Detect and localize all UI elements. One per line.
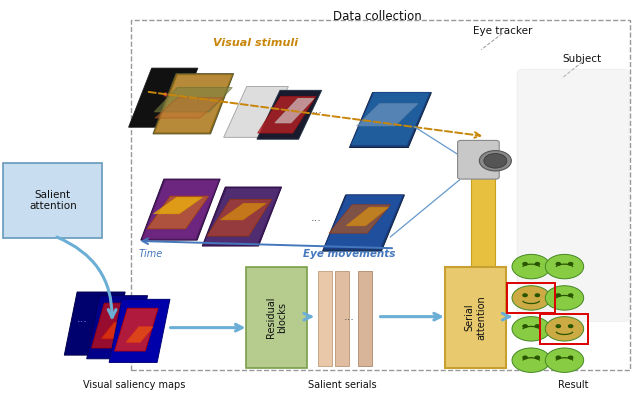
Polygon shape [115, 309, 158, 351]
Text: Result: Result [557, 380, 588, 389]
Circle shape [523, 356, 527, 359]
Polygon shape [141, 179, 220, 240]
FancyBboxPatch shape [445, 267, 506, 368]
Text: Salient
attention: Salient attention [29, 190, 77, 211]
Circle shape [568, 325, 573, 328]
Text: ...: ... [77, 315, 87, 324]
Text: Serial
attention: Serial attention [465, 295, 486, 340]
Bar [507, 282, 555, 313]
Circle shape [535, 325, 540, 328]
Circle shape [568, 294, 573, 297]
Text: Salient serials: Salient serials [308, 380, 377, 389]
Text: Residual
blocks: Residual blocks [266, 297, 287, 338]
Text: Data collection: Data collection [333, 10, 422, 23]
Polygon shape [129, 68, 198, 127]
Text: ...: ... [311, 213, 321, 223]
Polygon shape [86, 295, 148, 359]
Polygon shape [329, 205, 390, 233]
Circle shape [512, 286, 550, 310]
Circle shape [523, 325, 527, 328]
Polygon shape [207, 199, 272, 236]
Polygon shape [324, 195, 403, 249]
Text: Time: Time [477, 158, 501, 168]
Polygon shape [224, 87, 288, 138]
Polygon shape [204, 188, 280, 245]
FancyBboxPatch shape [458, 140, 499, 179]
Text: Eye movements: Eye movements [303, 249, 395, 259]
FancyBboxPatch shape [517, 69, 629, 322]
Polygon shape [349, 93, 431, 148]
Polygon shape [101, 322, 131, 339]
Polygon shape [257, 96, 316, 133]
Polygon shape [154, 197, 202, 214]
Polygon shape [351, 92, 430, 145]
Text: Time: Time [139, 249, 163, 259]
FancyBboxPatch shape [246, 267, 307, 368]
Circle shape [512, 348, 550, 372]
Polygon shape [153, 74, 234, 134]
Circle shape [512, 254, 550, 279]
Text: ...: ... [312, 105, 322, 115]
Polygon shape [155, 98, 223, 118]
Circle shape [512, 317, 550, 341]
Polygon shape [356, 104, 418, 126]
Bar [471, 177, 495, 285]
Circle shape [535, 294, 540, 297]
Bar [358, 271, 372, 366]
Polygon shape [147, 196, 209, 229]
Polygon shape [154, 75, 232, 133]
Circle shape [556, 263, 561, 265]
Polygon shape [92, 303, 136, 348]
Text: Visual saliency maps: Visual saliency maps [83, 380, 186, 389]
Circle shape [535, 356, 540, 359]
Bar [540, 313, 589, 344]
Circle shape [545, 348, 584, 372]
Circle shape [484, 153, 507, 168]
Polygon shape [130, 69, 196, 126]
Text: ...: ... [344, 312, 354, 322]
Polygon shape [202, 187, 282, 246]
Circle shape [556, 294, 561, 297]
Polygon shape [346, 207, 388, 225]
Polygon shape [275, 98, 314, 123]
Circle shape [545, 286, 584, 310]
Polygon shape [220, 204, 266, 220]
Circle shape [479, 151, 511, 171]
Circle shape [523, 294, 527, 297]
Text: 1s: 1s [270, 124, 280, 133]
Bar [335, 271, 349, 366]
Circle shape [535, 263, 540, 265]
Circle shape [545, 317, 584, 341]
Polygon shape [142, 180, 219, 239]
Circle shape [568, 356, 573, 359]
Polygon shape [154, 88, 232, 112]
Text: 5s: 5s [177, 124, 188, 133]
Text: Visual stimuli: Visual stimuli [213, 38, 299, 48]
Text: Eye tracker: Eye tracker [473, 26, 532, 35]
Polygon shape [64, 292, 125, 355]
FancyBboxPatch shape [3, 163, 102, 238]
Polygon shape [126, 327, 153, 342]
Circle shape [523, 263, 527, 265]
Circle shape [545, 254, 584, 279]
Polygon shape [109, 300, 170, 363]
Circle shape [568, 263, 573, 265]
Polygon shape [257, 90, 322, 139]
Circle shape [556, 356, 561, 359]
Polygon shape [323, 195, 404, 251]
Text: Subject: Subject [563, 54, 602, 64]
Bar [318, 271, 332, 366]
Circle shape [556, 325, 561, 328]
